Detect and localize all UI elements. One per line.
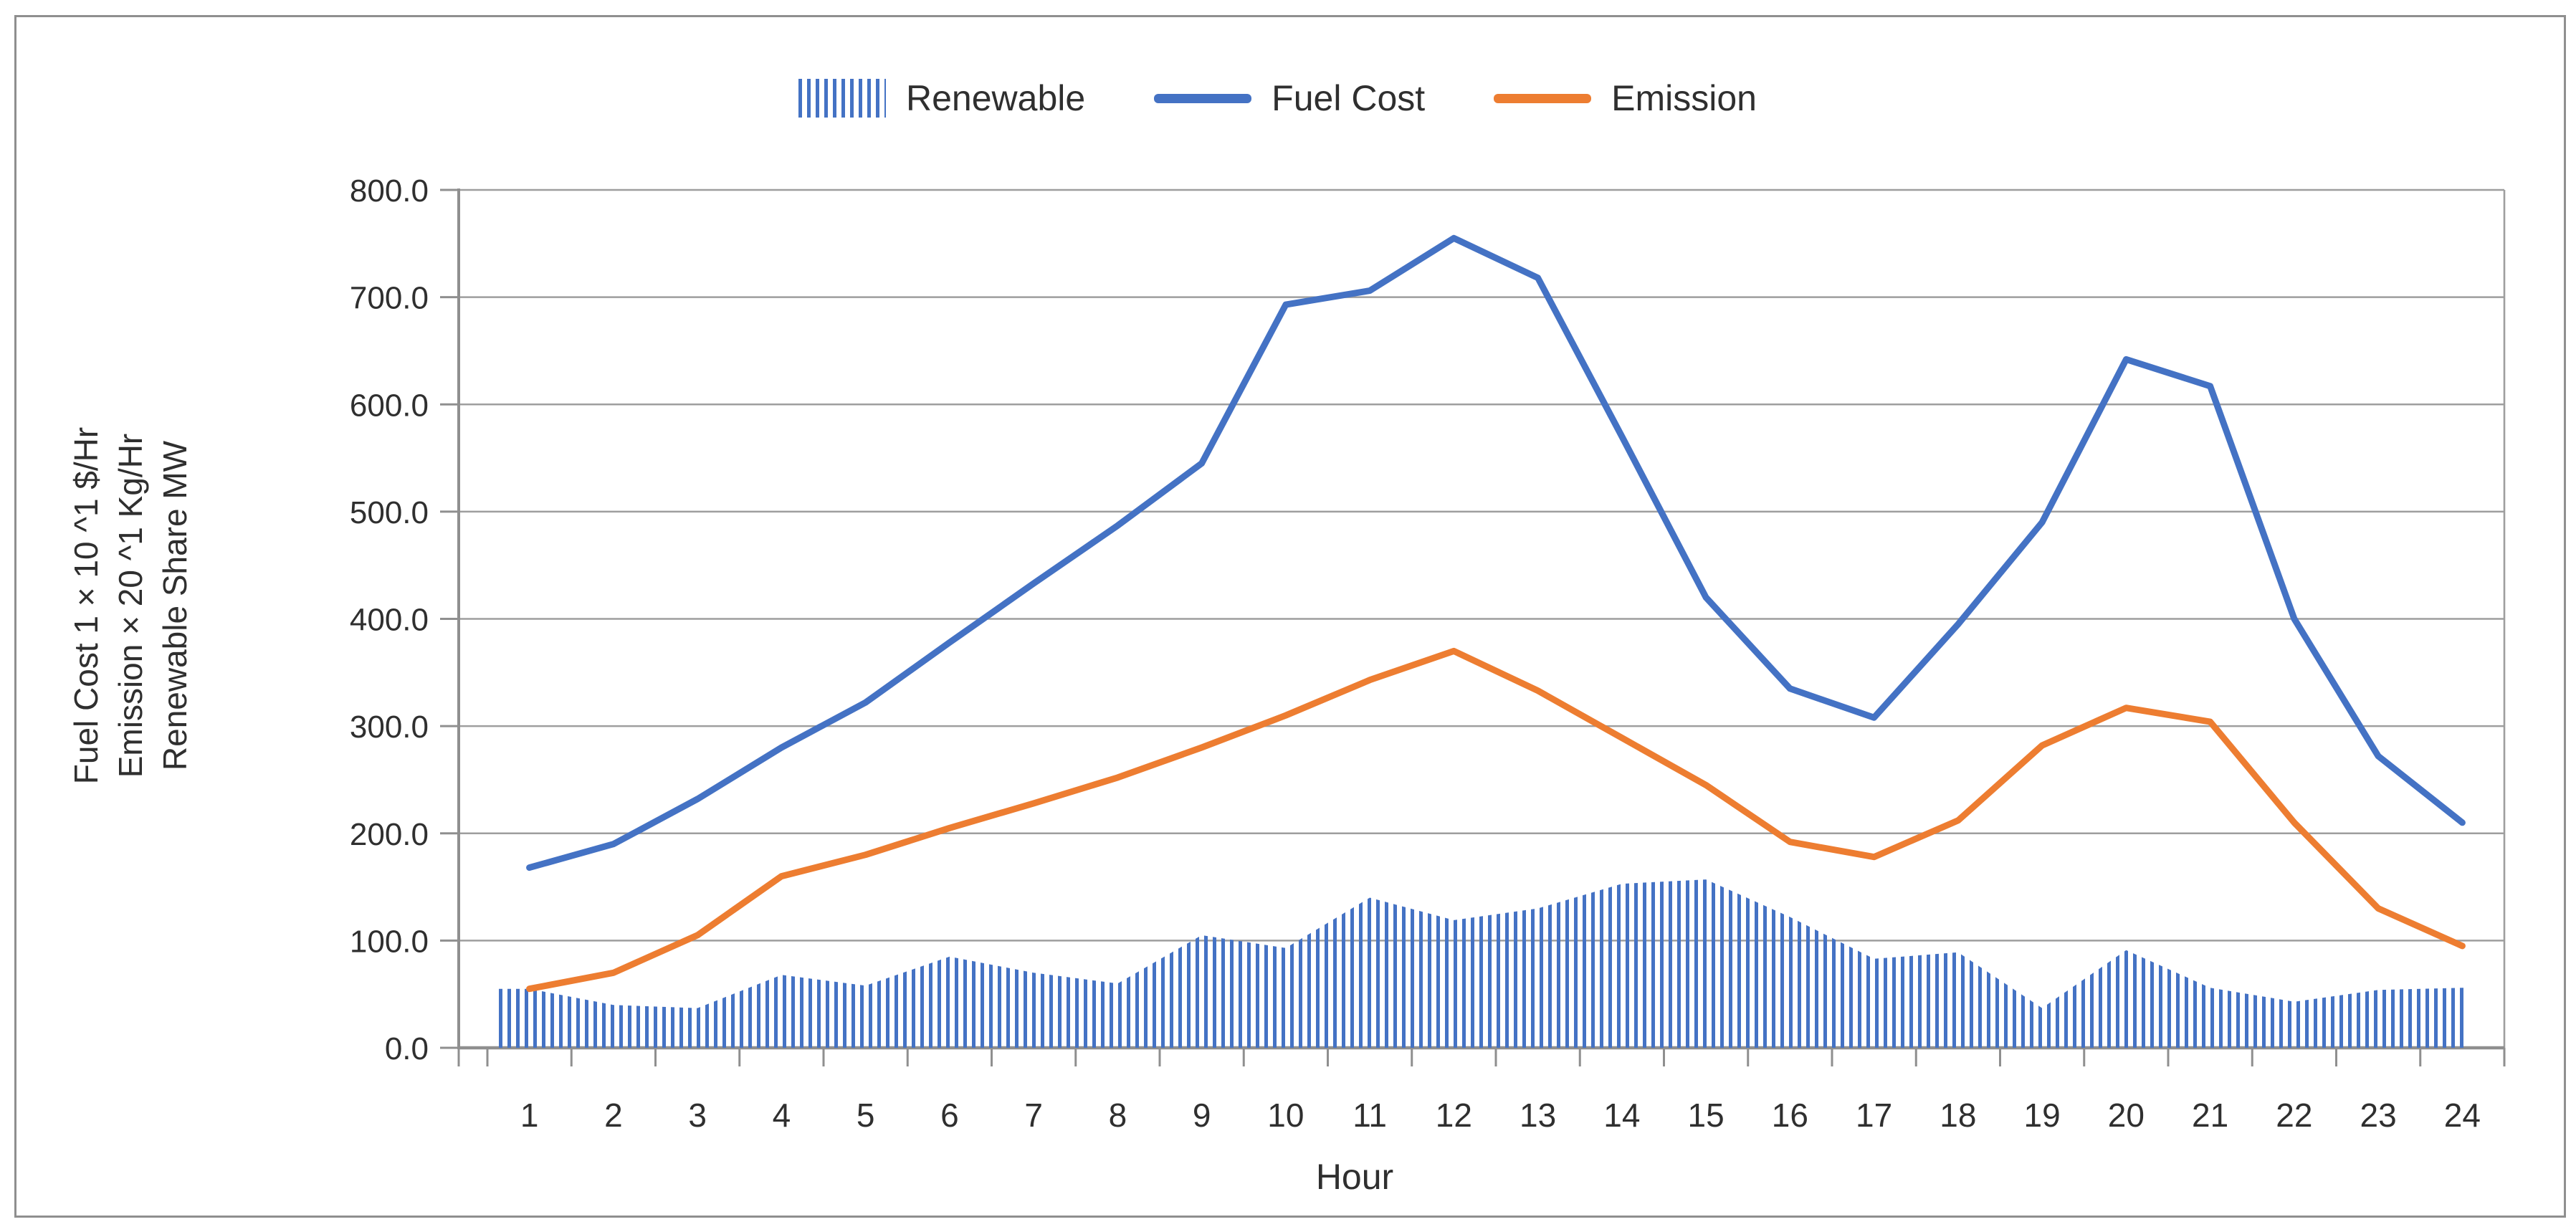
- y-tick-label: 800.0: [350, 173, 429, 209]
- y-tick-label: 600.0: [350, 388, 429, 423]
- y-axis-title-line-2: Emission × 20 ^1 Kg/Hr: [112, 433, 149, 778]
- series-emission-line: [526, 647, 2466, 993]
- x-tick-label: 8: [1109, 1097, 1127, 1134]
- series-fuel-cost-line: [526, 234, 2466, 872]
- x-axis-title: Hour: [1315, 1157, 1394, 1197]
- x-tick-label: 18: [1940, 1097, 1976, 1134]
- x-tick-label: 17: [1856, 1097, 1892, 1134]
- x-tick-label: 15: [1688, 1097, 1725, 1134]
- x-tick-label: 10: [1267, 1097, 1304, 1134]
- x-tick-label: 16: [1772, 1097, 1808, 1134]
- series-renewable-area: [496, 879, 2466, 1048]
- x-tick-label: 5: [857, 1097, 875, 1134]
- x-tick-label: 23: [2360, 1097, 2397, 1134]
- legend-item-fuel-cost: Fuel Cost: [1154, 77, 1425, 119]
- x-tick-label: 3: [688, 1097, 707, 1134]
- x-tick-label: 14: [1603, 1097, 1640, 1134]
- legend: Renewable Fuel Cost Emission: [798, 77, 1757, 119]
- emission-line-swatch-icon: [1494, 93, 1592, 103]
- x-tick-label: 19: [2024, 1097, 2061, 1134]
- legend-label-renewable: Renewable: [906, 78, 1086, 118]
- x-tick-label: 4: [773, 1097, 791, 1134]
- y-tick-label: 200.0: [350, 817, 429, 852]
- x-tick-label: 11: [1353, 1097, 1387, 1134]
- x-tick-label: 7: [1024, 1097, 1043, 1134]
- x-tick-label: 22: [2276, 1097, 2312, 1134]
- y-tick-label: 500.0: [350, 495, 429, 530]
- legend-label-fuel-cost: Fuel Cost: [1272, 78, 1426, 118]
- y-tick-label: 700.0: [350, 281, 429, 316]
- legend-item-renewable: Renewable: [798, 77, 1085, 119]
- x-tick-label: 12: [1436, 1097, 1472, 1134]
- y-tick-label: 300.0: [350, 710, 429, 745]
- y-tick-label: 100.0: [350, 924, 429, 959]
- x-tick-label: 6: [940, 1097, 959, 1134]
- x-tick-label: 13: [1520, 1097, 1556, 1134]
- y-tick-label: 400.0: [350, 603, 429, 638]
- y-axis-title: Fuel Cost 1 × 10 ^1 $/Hr Emission × 20 ^…: [64, 168, 197, 1043]
- x-tick-label: 21: [2192, 1097, 2228, 1134]
- legend-label-emission: Emission: [1611, 78, 1757, 118]
- renewable-hatch-swatch-icon: [798, 79, 886, 118]
- x-tick-label: 9: [1193, 1097, 1211, 1134]
- y-axis-title-line-1: Fuel Cost 1 × 10 ^1 $/Hr: [67, 426, 105, 785]
- x-tick-label: 20: [2108, 1097, 2145, 1134]
- x-tick-label: 24: [2444, 1097, 2481, 1134]
- fuel-cost-line-swatch-icon: [1154, 93, 1252, 103]
- x-tick-label: 2: [604, 1097, 623, 1134]
- x-tick-label: 1: [520, 1097, 539, 1134]
- legend-item-emission: Emission: [1494, 77, 1757, 119]
- y-axis-title-line-3: Renewable Share MW: [156, 440, 194, 771]
- y-tick-label: 0.0: [385, 1031, 429, 1066]
